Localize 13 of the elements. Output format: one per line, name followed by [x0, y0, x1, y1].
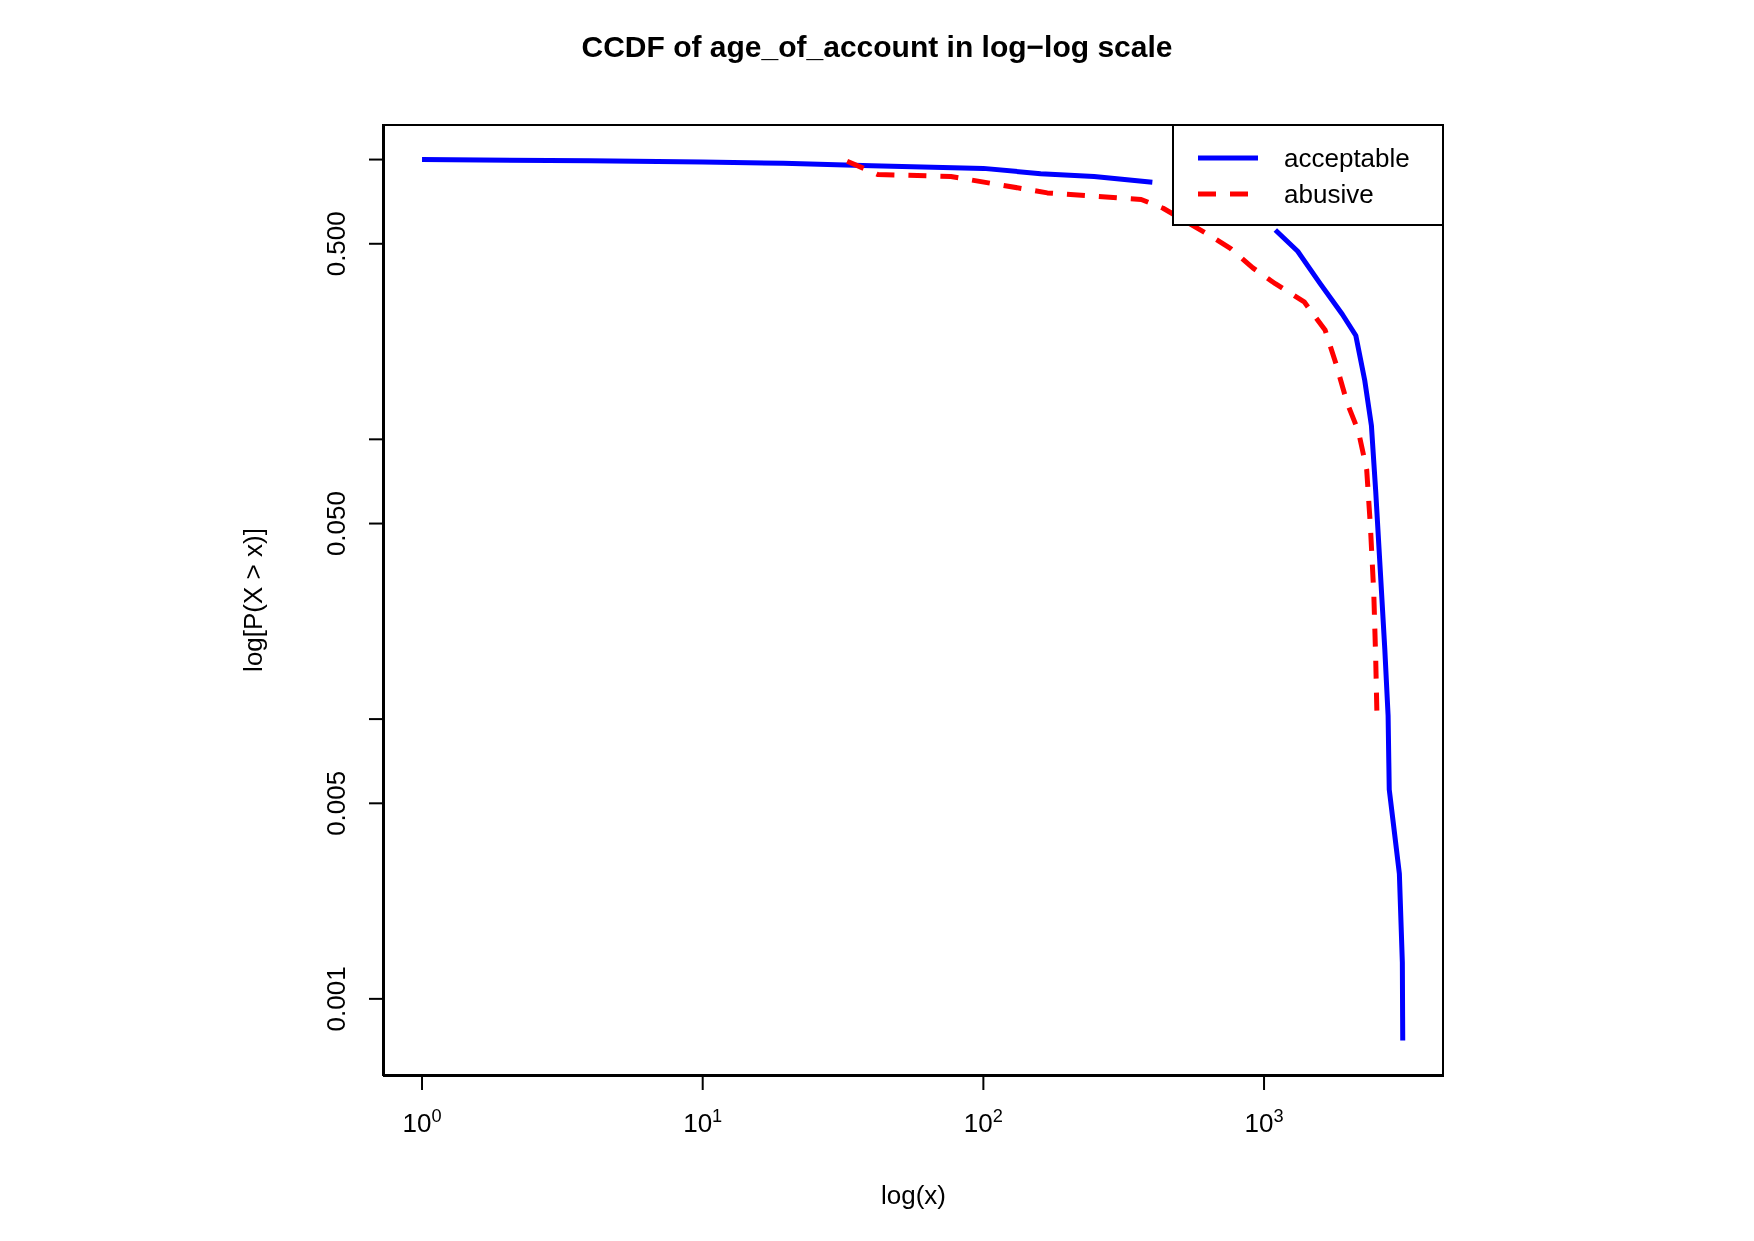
- y-axis-title: log[P(X > x)]: [238, 528, 269, 672]
- x-tick-label: 10$^{0}$: [402, 1106, 442, 1138]
- y-tick-label: 0.050: [321, 491, 351, 557]
- x-tick-label: 10$^{1}$: [683, 1106, 723, 1138]
- y-tick-label: 0.005: [321, 770, 351, 836]
- x-axis-title: log(x): [880, 1180, 947, 1210]
- y-tick-label: 0.001: [321, 966, 351, 1032]
- x-tick-label: 10$^{3}$: [1244, 1106, 1284, 1138]
- legend-label: acceptable: [1284, 142, 1410, 174]
- chart-title: CCDF of age_of_account in log−log scale: [580, 30, 1174, 64]
- legend-label: abusive: [1284, 178, 1374, 210]
- x-tick-label: 10$^{2}$: [963, 1106, 1003, 1138]
- y-tick-label: 0.500: [321, 211, 351, 277]
